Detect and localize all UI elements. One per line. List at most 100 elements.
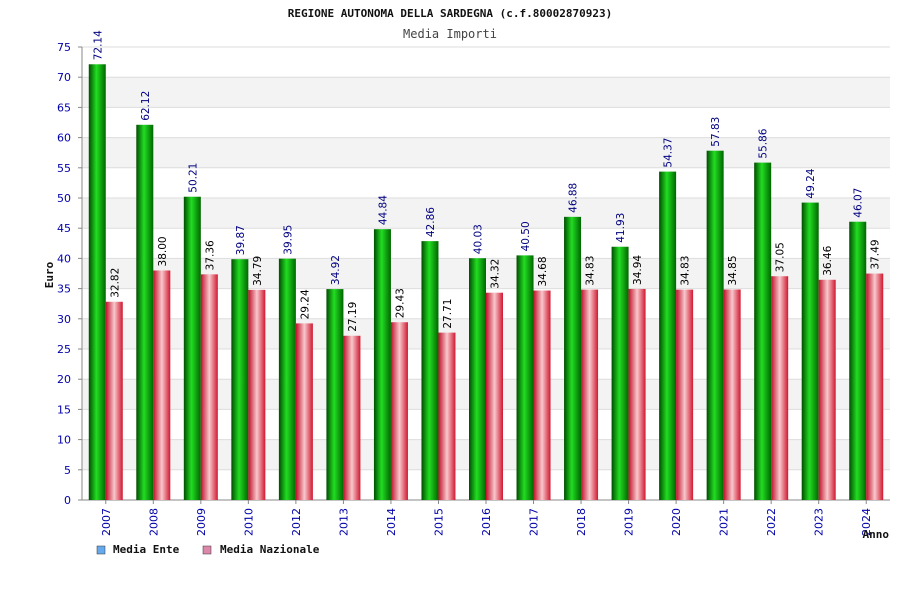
data-label-media-ente-2017: 40.50 — [520, 221, 532, 251]
bar-media-ente-2010 — [231, 259, 249, 500]
chart-title: REGIONE AUTONOMA DELLA SARDEGNA (c.f.800… — [288, 7, 613, 20]
data-label-media-ente-2015: 42.86 — [425, 207, 437, 237]
bar-media-ente-2021 — [706, 150, 724, 501]
y-axis-label: Euro — [43, 261, 56, 288]
data-label-media-ente-2008: 62.12 — [140, 91, 152, 121]
y-tick-label: 15 — [57, 403, 71, 416]
data-label-media-nazionale-2021: 34.85 — [727, 255, 739, 285]
y-tick-label: 50 — [57, 192, 71, 205]
x-tick-label: 2012 — [290, 508, 303, 536]
legend-swatch-media-nazionale — [202, 545, 212, 555]
x-tick-label: 2015 — [432, 508, 445, 536]
y-tick-label: 30 — [57, 313, 71, 326]
x-tick-label: 2022 — [765, 508, 778, 536]
y-tick-label: 70 — [57, 71, 71, 84]
bar-media-ente-2017 — [516, 255, 534, 500]
x-tick-label: 2016 — [480, 508, 493, 536]
y-tick-label: 60 — [57, 132, 71, 145]
legend-label-media-ente: Media Ente — [113, 543, 180, 556]
data-label-media-ente-2007: 72.14 — [92, 30, 104, 60]
x-tick-label: 2013 — [337, 508, 350, 536]
x-axis-ticks: 2007 2008 2009 2010 2012 2013 2014 2015 2016 2017… — [100, 500, 873, 536]
bar-media-ente-2022 — [754, 162, 772, 501]
x-tick-label: 2010 — [242, 508, 255, 536]
data-label-media-nazionale-2010: 34.79 — [252, 256, 264, 286]
y-tick-label: 10 — [57, 434, 71, 447]
bar-media-ente-2023 — [801, 202, 819, 500]
bar-media-nazionale-2013 — [343, 335, 361, 500]
bar-media-ente-2024 — [849, 221, 867, 501]
bar-media-nazionale-2018 — [581, 289, 599, 500]
bar-media-nazionale-2010 — [248, 289, 266, 500]
legend: Media Ente Media Nazionale — [96, 543, 320, 556]
data-label-media-nazionale-2023: 36.46 — [822, 245, 834, 275]
data-label-media-ente-2012: 39.95 — [282, 225, 294, 255]
data-label-media-ente-2018: 46.88 — [568, 183, 580, 213]
data-label-media-nazionale-2009: 37.36 — [204, 240, 216, 270]
y-tick-label: 25 — [57, 343, 71, 356]
bar-media-ente-2007 — [88, 64, 106, 500]
data-label-media-nazionale-2015: 27.71 — [442, 299, 454, 329]
y-tick-label: 5 — [64, 464, 71, 477]
bar-media-ente-2018 — [564, 216, 582, 501]
x-tick-label: 2009 — [195, 508, 208, 536]
bar-media-nazionale-2020 — [676, 289, 694, 500]
bar-media-nazionale-2021 — [723, 289, 741, 500]
data-label-media-ente-2009: 50.21 — [187, 163, 199, 193]
bar-media-ente-2020 — [659, 171, 677, 500]
data-label-media-nazionale-2018: 34.83 — [585, 256, 597, 286]
grid-band — [82, 77, 890, 108]
x-tick-label: 2018 — [575, 508, 588, 536]
data-label-media-ente-2013: 34.92 — [330, 255, 342, 285]
x-tick-label: 2017 — [528, 508, 541, 536]
y-axis-ticks: 0 5 10 15 20 25 30 35 40 45 50 55 60 65 70 75 — [57, 41, 82, 507]
data-label-media-ente-2022: 55.86 — [758, 128, 770, 158]
data-label-media-nazionale-2020: 34.83 — [680, 256, 692, 286]
data-label-media-nazionale-2019: 34.94 — [632, 255, 644, 285]
y-tick-label: 65 — [57, 101, 71, 114]
data-label-media-ente-2014: 44.84 — [377, 195, 389, 225]
bar-value-labels: 72.14 32.82 62.12 38.00 50.21 37.36 39.87 34.79… — [92, 30, 881, 332]
bar-media-ente-2014 — [373, 229, 391, 501]
bar-media-nazionale-2024 — [866, 273, 884, 500]
data-label-media-ente-2020: 54.37 — [663, 138, 675, 168]
bar-media-ente-2019 — [611, 246, 629, 500]
x-tick-label: 2008 — [147, 508, 160, 536]
data-label-media-nazionale-2008: 38.00 — [157, 236, 169, 266]
y-tick-label: 0 — [64, 494, 71, 507]
legend-label-media-nazionale: Media Nazionale — [220, 543, 320, 556]
bar-media-nazionale-2023 — [818, 279, 836, 500]
bar-media-nazionale-2012 — [295, 323, 313, 500]
bar-media-ente-2008 — [136, 124, 154, 500]
bars — [88, 64, 884, 501]
x-tick-label: 2019 — [623, 508, 636, 536]
bar-media-nazionale-2019 — [628, 288, 646, 500]
data-label-media-ente-2010: 39.87 — [235, 225, 247, 255]
data-label-media-nazionale-2016: 34.32 — [490, 259, 502, 289]
x-tick-label: 2007 — [100, 508, 113, 536]
y-tick-label: 40 — [57, 252, 71, 265]
y-tick-label: 75 — [57, 41, 71, 54]
y-tick-label: 35 — [57, 283, 71, 296]
bar-media-ente-2012 — [278, 258, 296, 500]
bar-media-ente-2013 — [326, 289, 344, 500]
x-tick-label: 2023 — [813, 508, 826, 536]
data-label-media-nazionale-2013: 27.19 — [347, 302, 359, 332]
chart-subtitle: Media Importi — [403, 27, 497, 41]
x-tick-label: 2021 — [718, 508, 731, 536]
y-tick-label: 55 — [57, 162, 71, 175]
data-label-media-ente-2019: 41.93 — [615, 213, 627, 243]
bar-media-nazionale-2007 — [105, 301, 123, 500]
bar-media-nazionale-2009 — [200, 274, 218, 500]
data-label-media-nazionale-2014: 29.43 — [394, 288, 406, 318]
data-label-media-nazionale-2022: 37.05 — [775, 242, 787, 272]
legend-swatch-media-ente — [96, 545, 106, 555]
data-label-media-nazionale-2017: 34.68 — [537, 256, 549, 286]
bar-media-nazionale-2016 — [486, 292, 503, 500]
bar-media-ente-2016 — [469, 258, 486, 500]
data-label-media-ente-2016: 40.03 — [473, 224, 485, 254]
data-label-media-nazionale-2007: 32.82 — [109, 268, 121, 298]
bar-media-ente-2015 — [421, 241, 439, 500]
data-label-media-nazionale-2024: 37.49 — [870, 239, 882, 269]
